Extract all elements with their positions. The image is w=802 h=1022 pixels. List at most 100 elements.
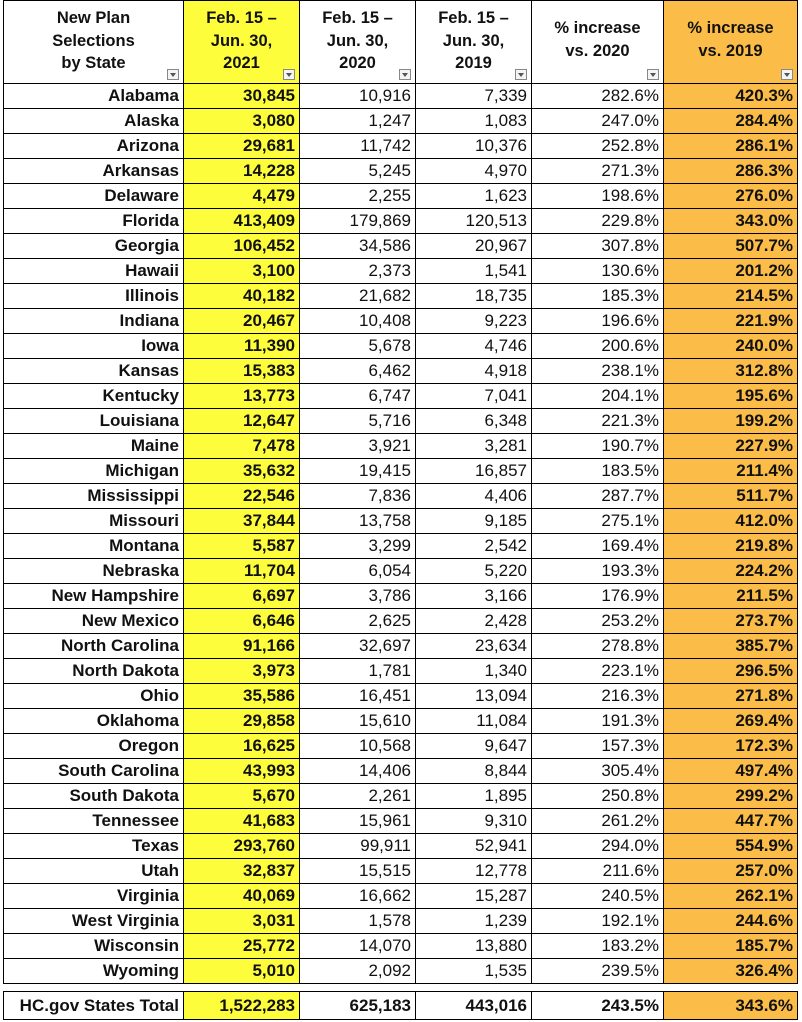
cell: Oregon [3, 734, 184, 759]
cell: Indiana [3, 309, 184, 334]
cell: 7,836 [300, 484, 416, 509]
cell: 106,452 [184, 234, 300, 259]
cell: 7,478 [184, 434, 300, 459]
cell: 20,467 [184, 309, 300, 334]
cell: Tennessee [3, 809, 184, 834]
filter-button[interactable] [283, 69, 295, 80]
cell: 211.6% [532, 859, 664, 884]
header-line: Feb. 15 – [206, 9, 277, 27]
cell: 312.8% [664, 359, 798, 384]
cell: 30,845 [184, 84, 300, 109]
cell: 257.0% [664, 859, 798, 884]
filter-button[interactable] [167, 69, 179, 80]
cell: 201.2% [664, 259, 798, 284]
cell: 15,610 [300, 709, 416, 734]
filter-button[interactable] [647, 69, 659, 80]
cell: 261.2% [532, 809, 664, 834]
header-line: 2019 [455, 54, 492, 72]
cell: 13,094 [416, 684, 532, 709]
cell: 16,662 [300, 884, 416, 909]
total-cell: 625,183 [300, 991, 416, 1020]
cell: 554.9% [664, 834, 798, 859]
cell: Florida [3, 209, 184, 234]
filter-button[interactable] [399, 69, 411, 80]
cell: 497.4% [664, 759, 798, 784]
cell: 179,869 [300, 209, 416, 234]
cell: 238.1% [532, 359, 664, 384]
cell: 1,578 [300, 909, 416, 934]
cell: 6,697 [184, 584, 300, 609]
cell: South Dakota [3, 784, 184, 809]
cell: 11,390 [184, 334, 300, 359]
header-line: 2020 [339, 54, 376, 72]
cell: 169.4% [532, 534, 664, 559]
cell: 3,921 [300, 434, 416, 459]
cell: 40,069 [184, 884, 300, 909]
cell: 7,041 [416, 384, 532, 409]
filter-button[interactable] [781, 69, 793, 80]
cell: 299.2% [664, 784, 798, 809]
cell: 11,704 [184, 559, 300, 584]
cell: 32,697 [300, 634, 416, 659]
header-cell: % increase vs. 2019 [664, 0, 798, 84]
cell: 240.0% [664, 334, 798, 359]
cell: 29,858 [184, 709, 300, 734]
cell: 192.1% [532, 909, 664, 934]
cell: 229.8% [532, 209, 664, 234]
cell: 15,961 [300, 809, 416, 834]
header-line: New Plan [56, 9, 131, 27]
cell: Illinois [3, 284, 184, 309]
cell: 307.8% [532, 234, 664, 259]
cell: 1,541 [416, 259, 532, 284]
cell: 15,383 [184, 359, 300, 384]
total-cell: 1,522,283 [184, 991, 300, 1020]
header-line: Feb. 15 – [438, 9, 509, 27]
cell: 3,973 [184, 659, 300, 684]
cell: 227.9% [664, 434, 798, 459]
cell: 211.5% [664, 584, 798, 609]
cell: 18,735 [416, 284, 532, 309]
cell: 15,515 [300, 859, 416, 884]
header-line: Jun. 30, [442, 31, 505, 50]
cell: 12,647 [184, 409, 300, 434]
cell: 507.7% [664, 234, 798, 259]
cell: 1,239 [416, 909, 532, 934]
header-line: by State [61, 54, 126, 72]
cell: Georgia [3, 234, 184, 259]
cell: North Carolina [3, 634, 184, 659]
cell: 1,247 [300, 109, 416, 134]
cell: South Carolina [3, 759, 184, 784]
cell: Hawaii [3, 259, 184, 284]
cell: 247.0% [532, 109, 664, 134]
cell: 16,857 [416, 459, 532, 484]
total-cell: 443,016 [416, 991, 532, 1020]
total-cell: 343.6% [664, 991, 798, 1020]
filter-button[interactable] [515, 69, 527, 80]
cell: 20,967 [416, 234, 532, 259]
cell: 195.6% [664, 384, 798, 409]
cell: 199.2% [664, 409, 798, 434]
cell: 10,916 [300, 84, 416, 109]
header-line: Jun. 30, [326, 31, 389, 50]
cell: 385.7% [664, 634, 798, 659]
cell: 253.2% [532, 609, 664, 634]
cell: 3,281 [416, 434, 532, 459]
cell: 293,760 [184, 834, 300, 859]
cell: Montana [3, 534, 184, 559]
cell: 221.9% [664, 309, 798, 334]
cell: 35,632 [184, 459, 300, 484]
cell: Wyoming [3, 959, 184, 984]
cell: 269.4% [664, 709, 798, 734]
cell: 3,166 [416, 584, 532, 609]
cell: Alabama [3, 84, 184, 109]
cell: 172.3% [664, 734, 798, 759]
cell: 271.3% [532, 159, 664, 184]
cell: Wisconsin [3, 934, 184, 959]
cell: 1,535 [416, 959, 532, 984]
cell: 2,373 [300, 259, 416, 284]
cell: 219.8% [664, 534, 798, 559]
header-line: vs. 2019 [698, 41, 763, 60]
cell: 223.1% [532, 659, 664, 684]
cell: 252.8% [532, 134, 664, 159]
cell: North Dakota [3, 659, 184, 684]
